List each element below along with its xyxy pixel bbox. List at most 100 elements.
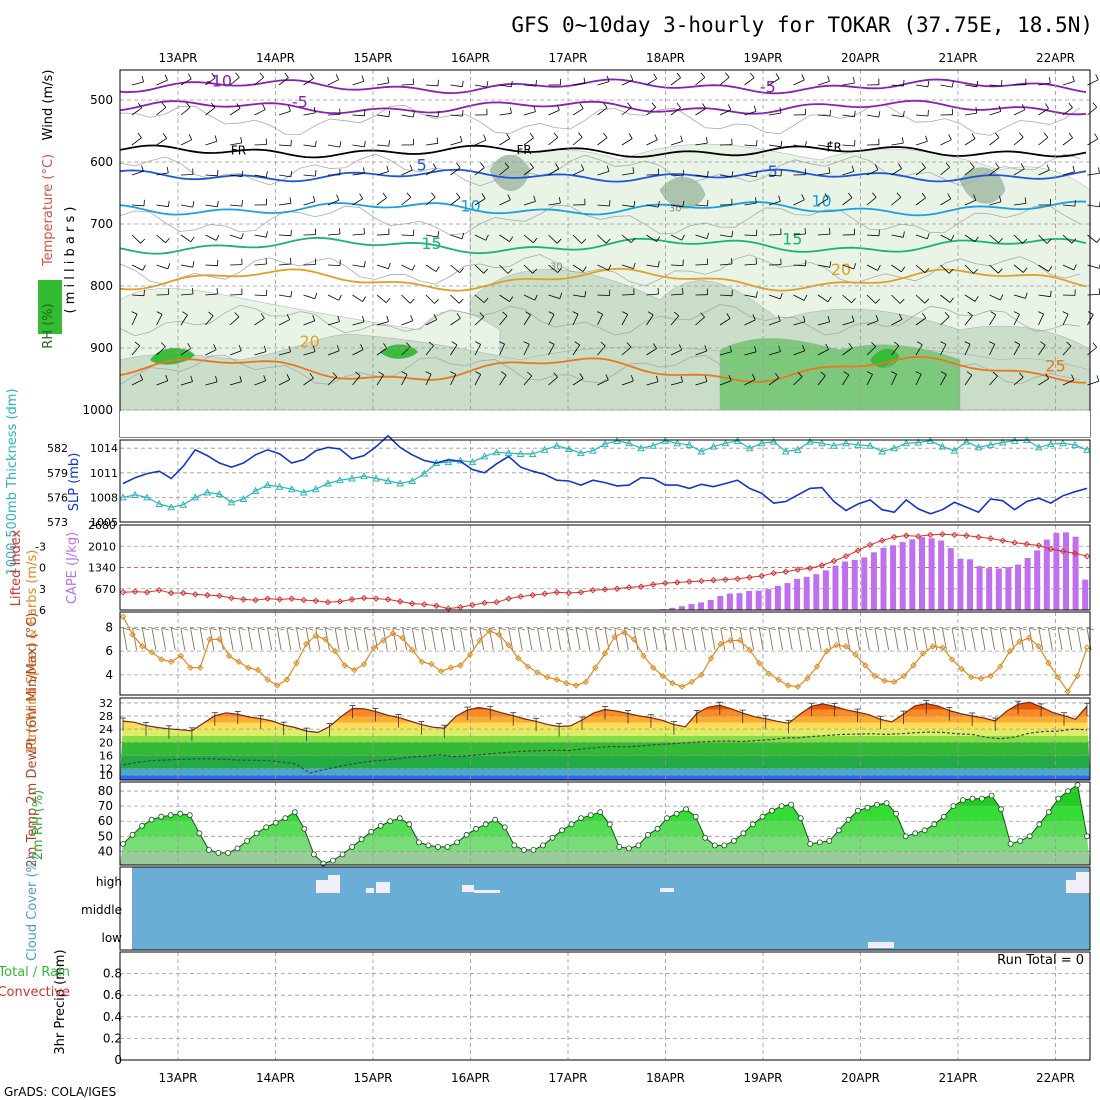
rh-point [969, 795, 976, 802]
wind-barb-feather [622, 311, 628, 315]
rh-point [721, 842, 728, 849]
wind-barb [450, 374, 457, 386]
wind-barb [940, 264, 950, 274]
cloud-gap [868, 942, 894, 948]
surface-barb [672, 627, 677, 651]
wind-barb [915, 234, 928, 240]
wind-barb [499, 138, 510, 146]
cloud-gap [1066, 880, 1090, 893]
lifted-index-point [529, 591, 536, 599]
p7-frame [119, 866, 1091, 951]
wind-barb [597, 171, 610, 176]
surface-barb-feather [807, 627, 815, 631]
wind-barb-feather [190, 375, 193, 382]
wind-barb [719, 263, 733, 266]
wind-barb [793, 321, 806, 326]
wind-barb-feather [265, 258, 267, 265]
cape-bar [861, 557, 868, 610]
wind-barb [915, 84, 928, 88]
surface-barb-feather [566, 627, 574, 631]
surface-barb [614, 627, 620, 651]
wind-barb-feather [388, 110, 391, 117]
isotherm-label: 30 [669, 204, 682, 215]
wind-barb [866, 196, 877, 206]
thickness-point [793, 445, 802, 453]
wind-barb [1038, 313, 1044, 326]
wind-barb-feather [1066, 341, 1072, 347]
wind-barb-feather [656, 236, 661, 242]
run-total: Run Total = 0 [997, 953, 1084, 968]
p2-ytick-right: 1008 [90, 491, 118, 504]
thickness-point [324, 479, 332, 487]
wind-barb-feather [597, 311, 603, 315]
wind-barb [303, 144, 316, 148]
wind-barb [842, 171, 855, 176]
wind-barb-feather [778, 345, 781, 352]
thickness-point [685, 440, 694, 448]
wind-barb [523, 375, 533, 386]
wind-barb [940, 139, 952, 146]
wind-barb-feather [556, 104, 560, 111]
wind-barb-feather [386, 165, 389, 172]
wind-barb-feather [1071, 374, 1075, 381]
wind-barb [401, 169, 413, 176]
wind-barb [474, 374, 482, 386]
wind-barb [450, 197, 461, 206]
wind-barb [131, 379, 143, 386]
surface-barb [459, 627, 465, 651]
surface-barb [999, 627, 1005, 651]
date-label-bottom: 18APR [646, 1071, 685, 1085]
wind-barb [866, 320, 879, 326]
wind-barb-feather [924, 298, 930, 304]
wind-barb [793, 264, 806, 267]
wind-barb-feather [948, 134, 952, 140]
surface-barb-feather [1029, 627, 1037, 631]
wind-speed-point [283, 676, 291, 683]
surface-barb-feather [816, 627, 825, 631]
wind-barb [989, 344, 996, 356]
surface-barb [816, 627, 822, 651]
wind-barb [597, 107, 608, 116]
wind-barb [229, 174, 242, 178]
wind-barb [278, 351, 291, 356]
rh-point [835, 827, 842, 834]
surface-barb-feather [402, 627, 410, 631]
wind-barb [1062, 379, 1075, 386]
thickness-point [830, 441, 838, 449]
wind-barb-feather [921, 192, 926, 199]
wind-speed-point [225, 652, 233, 660]
rh-point [883, 800, 890, 806]
surface-barb [556, 627, 562, 651]
wind-barb [572, 378, 584, 386]
wind-speed-point [187, 664, 194, 671]
thickness-point [902, 439, 911, 447]
wind-speed-point [322, 636, 329, 643]
wind-barb [1062, 171, 1075, 176]
wind-barb [915, 294, 926, 304]
wind-speed-point [659, 672, 667, 680]
wind-barb [989, 201, 1002, 206]
wind-speed-point [611, 633, 618, 641]
wind-barb [131, 234, 141, 244]
wind-barb [597, 204, 610, 207]
p3-ytick-left: -3 [35, 540, 46, 553]
wind-barb [744, 319, 756, 326]
surface-barb-feather [479, 627, 487, 631]
cape-bar [813, 574, 820, 610]
thickness-point [565, 444, 573, 453]
wind-barb [450, 84, 463, 88]
p8-ylabel: 3hr Precip (mm) [53, 949, 68, 1054]
surface-barb [373, 627, 379, 651]
wind-speed-point [630, 636, 638, 643]
wind-barb [964, 294, 976, 302]
lifted-index-point [1047, 545, 1055, 553]
p3-ytick-left: 6 [39, 604, 46, 617]
rh-point [664, 815, 670, 822]
wind-barb [352, 233, 365, 236]
surface-barb [951, 627, 957, 651]
cape-bar [870, 552, 877, 610]
rh-point [272, 819, 279, 826]
wind-barb-feather [704, 345, 708, 352]
lifted-index-point [216, 592, 223, 600]
wind-barb [205, 381, 218, 386]
